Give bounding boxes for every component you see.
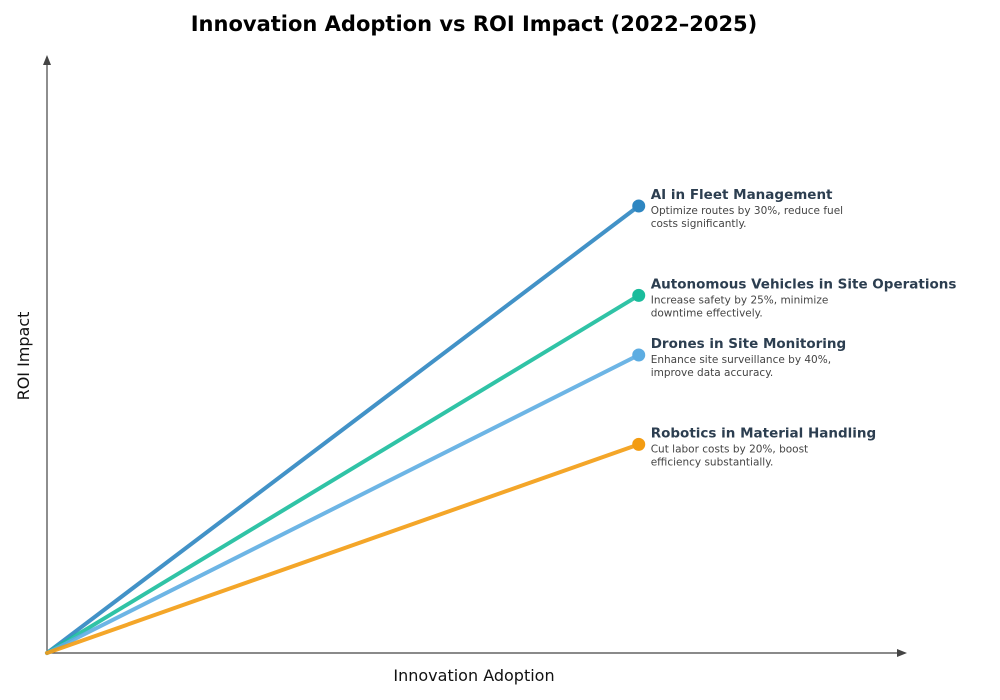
series-line-autonomous-vehicles-in-site-operations	[45, 293, 641, 655]
series-description-robotics-in-material-handling-line-1: Cut labor costs by 20%, boost	[651, 443, 808, 455]
series-line-ai-in-fleet-management	[45, 204, 641, 655]
series-description-drones-in-site-monitoring-line-2: improve data accuracy.	[651, 367, 774, 379]
series-label-ai-in-fleet-management: AI in Fleet Management	[651, 187, 833, 203]
y-axis-label: ROI Impact	[14, 312, 33, 401]
series-label-drones-in-site-monitoring: Drones in Site Monitoring	[651, 336, 846, 352]
series-description-drones-in-site-monitoring-line-1: Enhance site surveillance by 40%,	[651, 354, 831, 366]
series-layer: AI in Fleet Management Optimize routes by…	[45, 187, 957, 655]
chart-title: Innovation Adoption vs ROI Impact (2022–…	[191, 12, 758, 36]
series-line-drones-in-site-monitoring	[45, 353, 641, 655]
series-description-autonomous-vehicles-in-site-operations-line-1: Increase safety by 25%, minimize	[651, 294, 829, 306]
series-description-ai-in-fleet-management-line-2: costs significantly.	[651, 218, 747, 230]
series-description-robotics-in-material-handling-line-2: efficiency substantially.	[651, 456, 774, 468]
series-description-ai-in-fleet-management-line-1: Optimize routes by 30%, reduce fuel	[651, 205, 843, 217]
series-endpoint-robotics-in-material-handling	[632, 437, 646, 451]
x-axis-label: Innovation Adoption	[393, 666, 554, 685]
series-label-robotics-in-material-handling: Robotics in Material Handling	[651, 425, 876, 441]
series-endpoint-drones-in-site-monitoring	[632, 348, 646, 362]
series-description-autonomous-vehicles-in-site-operations-line-2: downtime effectively.	[651, 307, 763, 319]
series-endpoint-autonomous-vehicles-in-site-operations	[632, 288, 646, 302]
series-endpoint-ai-in-fleet-management	[632, 199, 646, 213]
series-label-autonomous-vehicles-in-site-operations: Autonomous Vehicles in Site Operations	[651, 276, 957, 292]
series-line-robotics-in-material-handling	[45, 442, 641, 655]
